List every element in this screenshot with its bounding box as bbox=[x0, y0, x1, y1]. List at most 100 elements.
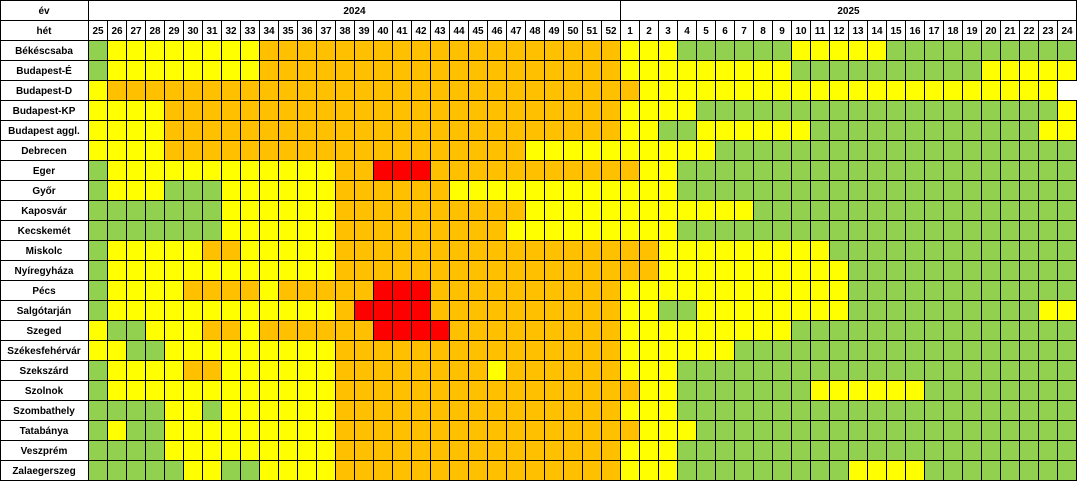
heat-cell bbox=[792, 221, 811, 241]
heat-cell bbox=[469, 381, 488, 401]
heat-cell bbox=[355, 401, 374, 421]
heat-cell bbox=[108, 81, 127, 101]
heat-cell bbox=[811, 221, 830, 241]
heat-cell bbox=[1020, 41, 1039, 61]
heat-cell bbox=[431, 441, 450, 461]
heat-cell bbox=[545, 61, 564, 81]
heat-cell bbox=[849, 421, 868, 441]
heat-cell bbox=[184, 321, 203, 341]
heat-cell bbox=[317, 321, 336, 341]
week: 42 bbox=[415, 26, 427, 37]
row-label: Békéscsaba bbox=[15, 46, 73, 57]
heat-cell bbox=[203, 261, 222, 281]
heat-cell bbox=[716, 141, 735, 161]
heat-cell bbox=[716, 221, 735, 241]
heat-cell bbox=[374, 341, 393, 361]
heat-cell bbox=[849, 281, 868, 301]
heat-cell bbox=[488, 41, 507, 61]
heat-cell bbox=[412, 461, 431, 481]
heat-cell bbox=[279, 321, 298, 341]
heat-cell bbox=[925, 101, 944, 121]
heat-cell bbox=[716, 361, 735, 381]
heat-cell bbox=[1001, 301, 1020, 321]
heat-cell bbox=[830, 241, 849, 261]
heat-cell bbox=[925, 261, 944, 281]
heat-cell bbox=[412, 41, 431, 61]
heat-cell bbox=[773, 161, 792, 181]
heat-cell bbox=[564, 121, 583, 141]
heat-cell bbox=[545, 321, 564, 341]
heat-cell bbox=[811, 201, 830, 221]
heat-cell bbox=[89, 281, 108, 301]
heat-cell bbox=[89, 381, 108, 401]
heat-cell bbox=[431, 461, 450, 481]
heat-cell bbox=[165, 421, 184, 441]
heat-cell bbox=[545, 261, 564, 281]
heat-cell bbox=[298, 281, 317, 301]
heat-cell bbox=[678, 421, 697, 441]
heat-cell bbox=[792, 421, 811, 441]
heat-cell bbox=[925, 181, 944, 201]
heat-cell bbox=[336, 201, 355, 221]
heat-cell bbox=[583, 61, 602, 81]
heat-cell bbox=[564, 201, 583, 221]
heat-cell bbox=[241, 41, 260, 61]
heat-cell bbox=[431, 161, 450, 181]
heat-cell bbox=[944, 181, 963, 201]
heat-cell bbox=[298, 141, 317, 161]
row-label: Zalaegerszeg bbox=[12, 466, 75, 477]
heat-cell bbox=[697, 221, 716, 241]
heat-cell bbox=[735, 441, 754, 461]
heat-cell bbox=[887, 81, 906, 101]
heat-cell bbox=[260, 321, 279, 341]
heat-cell bbox=[203, 381, 222, 401]
heat-cell bbox=[1058, 401, 1077, 421]
heat-cell bbox=[849, 381, 868, 401]
heat-cell bbox=[241, 181, 260, 201]
heat-cell bbox=[127, 41, 146, 61]
heat-cell bbox=[545, 441, 564, 461]
heat-cell bbox=[260, 241, 279, 261]
heat-cell bbox=[526, 401, 545, 421]
heat-cell bbox=[279, 461, 298, 481]
heat-cell bbox=[336, 421, 355, 441]
heat-cell bbox=[583, 281, 602, 301]
heat-cell bbox=[1020, 121, 1039, 141]
heat-cell bbox=[146, 241, 165, 261]
heat-cell bbox=[146, 361, 165, 381]
heat-cell bbox=[431, 121, 450, 141]
heat-cell bbox=[659, 161, 678, 181]
heat-cell bbox=[374, 361, 393, 381]
heat-cell bbox=[1020, 141, 1039, 161]
heat-cell bbox=[1058, 281, 1077, 301]
heat-cell bbox=[412, 341, 431, 361]
heat-cell bbox=[374, 261, 393, 281]
heat-cell bbox=[583, 81, 602, 101]
heat-cell bbox=[355, 161, 374, 181]
week: 6 bbox=[722, 26, 728, 37]
heat-cell bbox=[298, 61, 317, 81]
heat-cell bbox=[811, 401, 830, 421]
heat-cell bbox=[944, 81, 963, 101]
heat-cell bbox=[659, 261, 678, 281]
heat-cell bbox=[697, 281, 716, 301]
heat-cell bbox=[507, 441, 526, 461]
heat-cell bbox=[146, 401, 165, 421]
row-label: Székesfehérvár bbox=[7, 346, 80, 357]
heat-cell bbox=[887, 461, 906, 481]
heat-cell bbox=[678, 361, 697, 381]
heat-cell bbox=[716, 101, 735, 121]
heat-cell bbox=[1039, 401, 1058, 421]
heat-cell bbox=[336, 341, 355, 361]
heat-cell bbox=[1001, 141, 1020, 161]
heat-cell bbox=[469, 61, 488, 81]
heat-cell bbox=[1058, 361, 1077, 381]
heat-cell bbox=[412, 321, 431, 341]
heat-cell bbox=[621, 281, 640, 301]
heat-cell bbox=[393, 241, 412, 261]
heat-cell bbox=[963, 101, 982, 121]
heat-cell bbox=[203, 61, 222, 81]
heat-cell bbox=[849, 141, 868, 161]
heat-cell bbox=[89, 241, 108, 261]
heat-cell bbox=[412, 201, 431, 221]
